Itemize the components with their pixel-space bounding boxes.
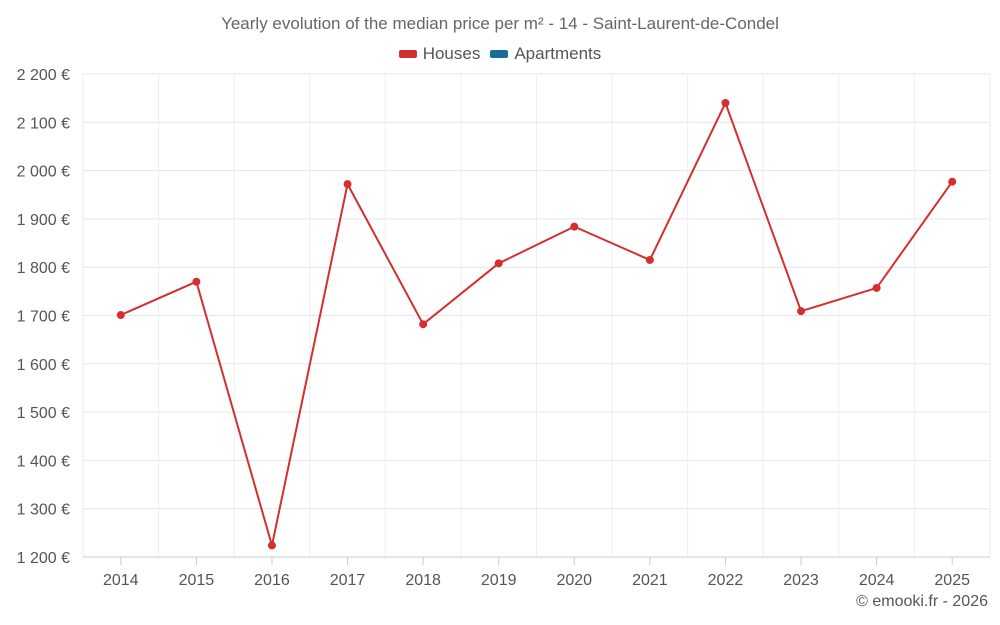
y-tick-label: 2 200 € — [17, 67, 70, 84]
x-tick-label: 2016 — [254, 572, 290, 589]
y-tick-label: 1 600 € — [17, 357, 70, 374]
data-point-houses-2018[interactable] — [419, 320, 428, 329]
data-point-houses-2024[interactable] — [872, 283, 881, 292]
y-tick-label: 1 300 € — [17, 502, 70, 519]
data-point-houses-2021[interactable] — [645, 255, 654, 264]
data-point-houses-2016[interactable] — [267, 541, 276, 550]
x-tick-label: 2022 — [708, 572, 744, 589]
data-point-houses-2025[interactable] — [948, 177, 957, 186]
y-tick-label: 2 100 € — [17, 115, 70, 132]
series-line-houses — [120, 101, 954, 547]
data-point-houses-2015[interactable] — [192, 277, 201, 286]
grid-lines — [82, 73, 991, 558]
y-tick-label: 1 400 € — [17, 453, 70, 470]
x-tick-label: 2017 — [330, 572, 366, 589]
series-layer — [116, 98, 957, 550]
axes: 1 200 € 1 300 € 1 400 € 1 500 € 1 600 € 1 700… — [17, 67, 990, 589]
x-tick-label: 2025 — [934, 572, 970, 589]
legend-item-apartments[interactable]: Apartments — [490, 44, 601, 64]
data-point-houses-2019[interactable] — [494, 259, 503, 268]
legend-item-houses[interactable]: Houses — [398, 44, 481, 64]
x-tick-label: 2014 — [103, 572, 139, 589]
data-point-houses-2022[interactable] — [721, 98, 730, 107]
y-tick-label: 2 000 € — [17, 164, 70, 181]
chart-title: Yearly evolution of the median price per… — [221, 14, 779, 33]
data-point-houses-2014[interactable] — [116, 311, 125, 320]
x-tick-label: 2021 — [632, 572, 668, 589]
houses-swatch-icon — [398, 50, 417, 58]
x-tick-label: 2024 — [859, 572, 895, 589]
y-tick-label: 1 800 € — [17, 260, 70, 277]
credit-text: © emooki.fr - 2026 — [856, 593, 988, 610]
x-tick-label: 2019 — [481, 572, 517, 589]
data-point-houses-2023[interactable] — [797, 307, 806, 316]
data-point-houses-2017[interactable] — [343, 180, 352, 189]
x-tick-label: 2020 — [556, 572, 592, 589]
apartments-swatch-icon — [490, 50, 509, 58]
data-point-houses-2020[interactable] — [570, 222, 579, 231]
y-tick-label: 1 900 € — [17, 212, 70, 229]
y-tick-label: 1 700 € — [17, 309, 70, 326]
legend: Houses Apartments — [0, 44, 1000, 64]
x-tick-label: 2023 — [783, 572, 819, 589]
x-tick-label: 2015 — [179, 572, 215, 589]
x-tick-label: 2018 — [405, 572, 441, 589]
y-tick-label: 1 200 € — [17, 550, 70, 567]
legend-label-houses: Houses — [422, 44, 481, 63]
legend-label-apartments: Apartments — [514, 44, 602, 63]
y-tick-label: 1 500 € — [17, 405, 70, 422]
